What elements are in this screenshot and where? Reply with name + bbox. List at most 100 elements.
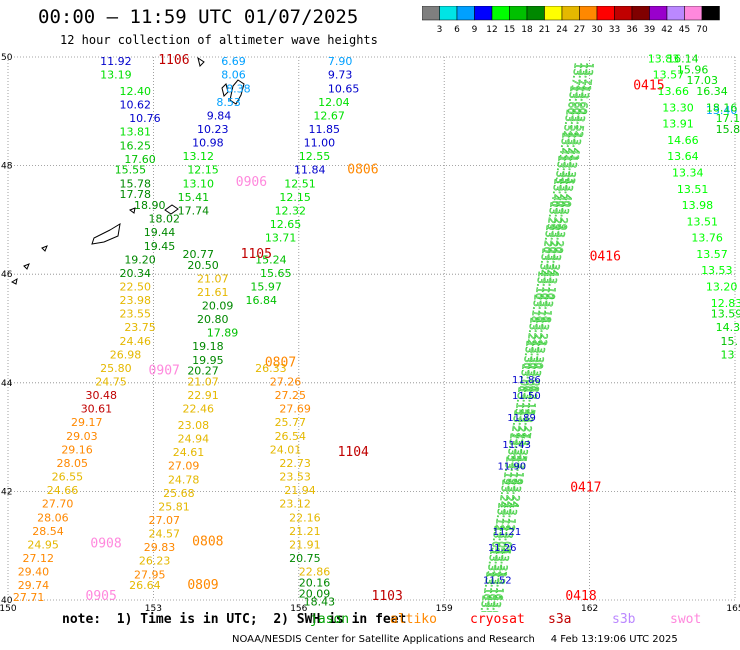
diag-track-value: 13.22: [536, 317, 550, 347]
wave-height-label: 22.46: [182, 403, 214, 416]
diag-track-value: 13.35: [505, 432, 519, 462]
time-label: 0415: [633, 79, 664, 94]
satellite-legend-s3a: s3a: [548, 612, 572, 627]
wave-height-label: 23.53: [279, 471, 311, 484]
diag-track-value: 13.60: [570, 85, 584, 115]
wave-height-label: 12.15: [187, 164, 219, 177]
coastline: [164, 204, 179, 215]
wave-height-label: 12.51: [284, 177, 316, 190]
wave-height-label: 11.85: [308, 123, 340, 136]
time-label: 0907: [149, 364, 180, 379]
diag-track-value: 13.41: [557, 131, 571, 161]
diag-track-value: 13.30: [532, 340, 546, 370]
page-title: 00:00 — 11:59 UTC 01/07/2025: [38, 6, 359, 28]
lon-tick-label: 153: [145, 604, 162, 612]
legend-tick-label: 45: [679, 25, 690, 35]
wave-height-label: 11.21: [493, 527, 522, 538]
wave-height-label: 13.53: [701, 264, 733, 277]
wave-height-label: 26.55: [52, 471, 83, 484]
diag-track-value: 13.41: [568, 131, 582, 161]
wave-height-label: 13.83: [648, 52, 680, 65]
time-label: 1105: [241, 247, 272, 262]
diag-track-value: 13.52: [566, 108, 580, 138]
diag-track-value: 13.71: [580, 62, 594, 92]
legend-tick-label: 15: [504, 25, 515, 35]
diag-track-value: 13.40: [560, 178, 574, 208]
legend-tick-label: 42: [661, 25, 672, 35]
diag-track-value: 13.22: [525, 317, 539, 347]
diag-track-value: 13.10: [544, 270, 558, 300]
wave-height-label: 20.09: [202, 299, 234, 312]
wave-height-label: 17.74: [178, 204, 210, 217]
time-label: 1106: [158, 53, 189, 68]
coastline: [128, 207, 136, 214]
wave-height-label: 22.86: [299, 566, 331, 579]
diag-track-value: 13.08: [517, 363, 531, 393]
diag-track-value: 13.34: [542, 247, 556, 277]
wave-height-label: 12.32: [275, 204, 307, 217]
wave-height-label: 12.83: [711, 297, 740, 310]
wave-height-label: 11.52: [483, 576, 512, 587]
diag-track-value: 13.30: [526, 340, 540, 370]
wave-height-label: 26.33: [255, 362, 287, 375]
wave-height-label: 24.57: [149, 528, 181, 541]
wave-height-label: 24.66: [47, 484, 78, 497]
wave-height-label: 20.75: [289, 552, 321, 565]
wave-height-label: 13.40: [706, 104, 738, 117]
diag-track-value: 13.15: [518, 386, 532, 416]
satellite-legend-jason: jason: [310, 612, 350, 627]
wave-height-label: 15.97: [250, 280, 281, 293]
diag-track-value: 13.29: [556, 201, 570, 231]
diag-track-value: 13.34: [548, 247, 562, 277]
diag-track-value: 13.52: [561, 108, 575, 138]
wave-height-label: 24.75: [95, 376, 127, 389]
wave-height-label: 15.41: [178, 191, 210, 204]
wave-height-label: 10.98: [192, 137, 224, 150]
lat-tick-label: 46: [1, 270, 13, 280]
diag-track-value: 13.12: [504, 502, 518, 532]
wave-height-label: 27.95: [134, 568, 166, 581]
diag-track-value: 13.16: [481, 571, 495, 601]
wave-height-label: 26.54: [275, 430, 307, 443]
wave-height-label: 12.15: [279, 191, 311, 204]
wave-height-label: 12.67: [313, 109, 345, 122]
wave-height-label: 16.84: [245, 294, 277, 307]
diag-track-value: 13.12: [498, 502, 512, 532]
diag-track-value: 13.20: [546, 224, 560, 254]
diag-track-value: 13.34: [537, 247, 551, 277]
wave-height-label: 29.16: [61, 443, 93, 456]
wave-height-label: 16.14: [667, 52, 699, 65]
footer-note: note: 1) Time is in UTC; 2) SWH is in fe…: [62, 612, 406, 627]
diag-track-value: 13.71: [569, 62, 583, 92]
diag-track-value: 13.18: [534, 293, 548, 323]
diag-track-value: 13.20: [552, 224, 566, 254]
time-label: 0808: [192, 535, 223, 550]
time-label: 0809: [187, 578, 218, 593]
wave-height-label: 15.78: [119, 177, 150, 190]
wave-height-label: 22.73: [279, 457, 311, 470]
wave-height-label: 11.26: [488, 543, 517, 554]
wave-height-label: 13.10: [182, 177, 214, 190]
diag-track-value: 13.35: [510, 432, 524, 462]
wave-height-label: 24.94: [178, 433, 210, 446]
diag-track-value: 13.09: [482, 594, 496, 612]
wave-height-label: 13.59: [711, 308, 740, 321]
diag-track-value: 13.40: [549, 178, 563, 208]
diag-track-value: 13.12: [493, 502, 507, 532]
diag-track-value: 13.20: [541, 224, 555, 254]
wave-height-label: 13.20: [706, 280, 738, 293]
wave-height-label: 20.34: [119, 267, 150, 280]
diag-track-value: 13.10: [538, 270, 552, 300]
wave-height-label: 27.12: [23, 552, 55, 565]
wave-height-label: 23.55: [119, 308, 150, 321]
wave-height-label: 13.66: [657, 85, 689, 98]
wave-height-label: 25.77: [275, 416, 307, 429]
wave-height-label: 20.27: [187, 365, 219, 378]
lon-tick-label: 159: [436, 604, 453, 612]
diag-track-value: 13.29: [545, 201, 559, 231]
lon-tick-label: 165: [726, 604, 740, 612]
satellite-legend-swot: swot: [670, 612, 702, 627]
satellite-legend-altiko: altiko: [390, 612, 437, 627]
wave-height-label: 25.68: [163, 487, 195, 500]
wave-height-label: 27.71: [13, 591, 44, 604]
